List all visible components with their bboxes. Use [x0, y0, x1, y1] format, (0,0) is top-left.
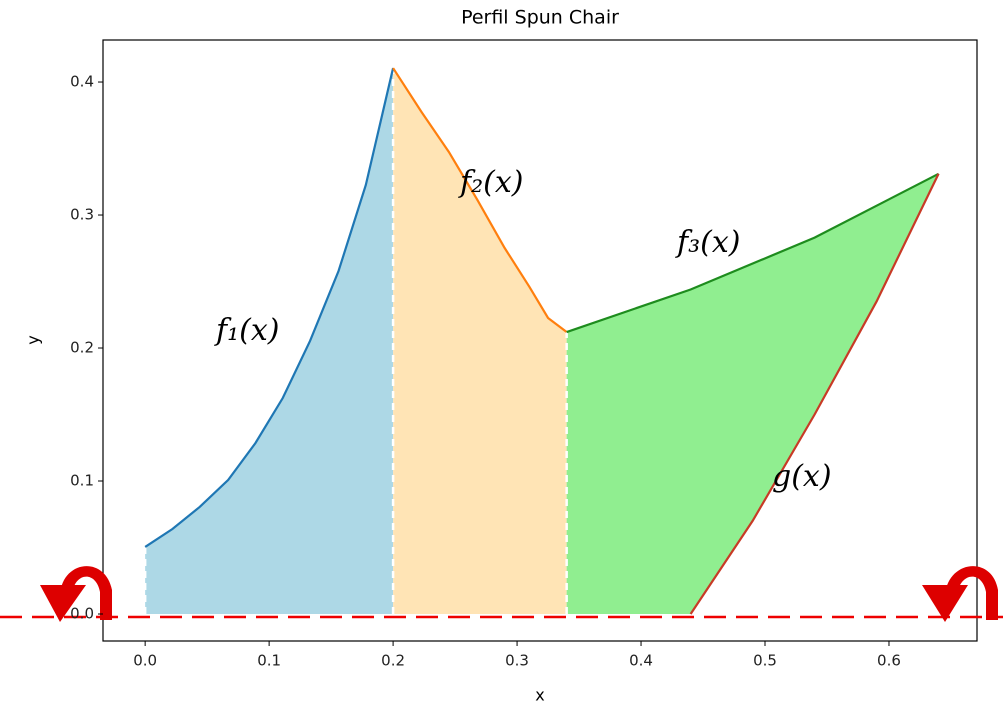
y-tick-label: 0.4	[70, 73, 94, 91]
x-axis-label: x	[535, 686, 544, 705]
area-fill	[393, 68, 567, 615]
x-tick-label: 0.5	[753, 652, 777, 670]
x-tick-label: 0.3	[505, 652, 529, 670]
plot-area	[143, 67, 940, 615]
curve	[689, 173, 940, 615]
curve-label: f₃(x)	[675, 225, 740, 260]
curve-label: f₁(x)	[214, 313, 279, 348]
axes-frame	[102, 39, 978, 642]
x-tick-label: 0.4	[629, 652, 653, 670]
curve	[144, 67, 395, 548]
y-tick-label: 0.1	[70, 472, 94, 490]
y-tick-label: 0.3	[70, 206, 94, 224]
curve	[392, 67, 568, 333]
x-tick-label: 0.1	[257, 652, 281, 670]
y-tick-label: 0.2	[70, 339, 94, 357]
x-tick-label: 0.6	[877, 652, 901, 670]
y-axis-label: y	[24, 335, 43, 344]
curve-label: f₂(x)	[458, 165, 523, 200]
curve	[566, 172, 940, 334]
rotation-arrow-right	[922, 566, 998, 622]
x-tick-label: 0.0	[133, 652, 157, 670]
area-fill	[145, 68, 394, 615]
curve-label: g(x)	[772, 459, 832, 494]
y-tick-label: 0.0	[70, 605, 94, 623]
area-fill	[566, 173, 939, 615]
rotation-arrow-left	[40, 566, 112, 622]
chart-title: Perfil Spun Chair	[461, 7, 619, 29]
x-tick-label: 0.2	[381, 652, 405, 670]
